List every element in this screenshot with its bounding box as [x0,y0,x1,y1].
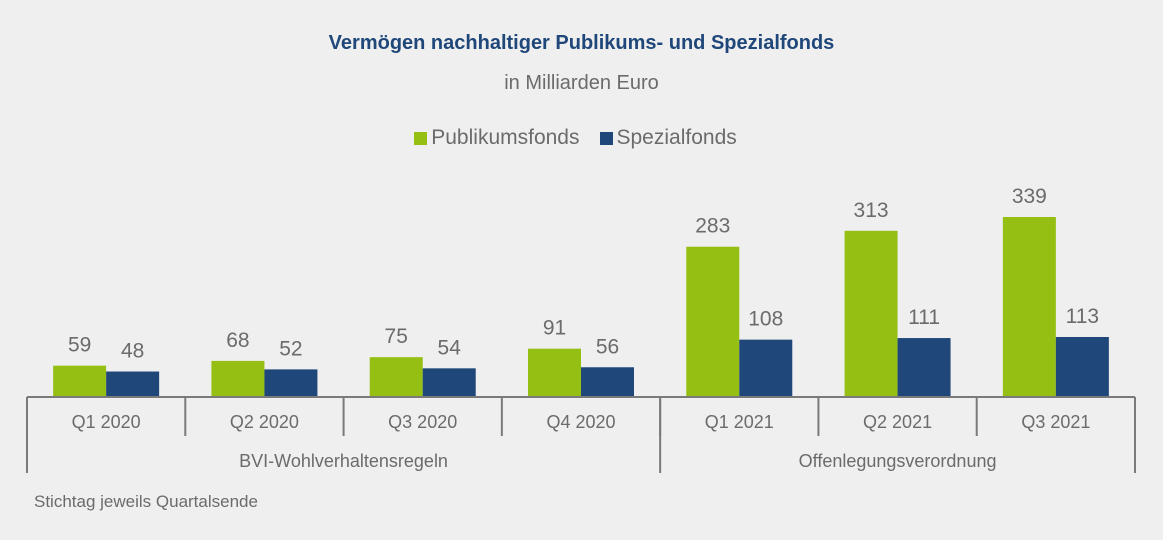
chart-title: Vermögen nachhaltiger Publikums- und Spe… [328,32,835,54]
bar-publikumsfonds [369,357,423,397]
bar-publikumsfonds [844,230,898,397]
x-tick-label: Q2 2021 [863,412,932,432]
legend-label-spezialfonds: Spezialfonds [616,126,737,149]
bar-spezialfonds [897,338,951,397]
data-label-spezialfonds: 111 [908,306,940,329]
bar-spezialfonds [1055,337,1109,397]
bar-spezialfonds [106,371,160,397]
data-label-publikumsfonds: 339 [1012,185,1047,208]
data-label-publikumsfonds: 68 [226,329,249,352]
legend-item-spezialfonds: Spezialfonds [599,126,737,150]
bar-spezialfonds [422,368,476,397]
bar-publikumsfonds [211,360,265,397]
bar-spezialfonds [739,339,793,397]
data-label-spezialfonds: 56 [596,335,619,358]
data-label-spezialfonds: 52 [279,337,302,360]
data-label-publikumsfonds: 313 [854,199,889,222]
x-tick-label: Q4 2020 [546,412,615,432]
x-tick-label: Q1 2020 [72,412,141,432]
legend-label-publikumsfonds: Publikumsfonds [431,126,580,149]
bar-publikumsfonds [53,365,107,397]
data-label-publikumsfonds: 283 [695,215,730,238]
footnote: Stichtag jeweils Quartalsende [34,492,258,511]
data-label-spezialfonds: 54 [438,336,462,359]
data-label-spezialfonds: 113 [1066,305,1099,328]
data-label-publikumsfonds: 75 [385,325,408,348]
data-label-publikumsfonds: 91 [543,317,566,340]
legend-item-publikumsfonds: Publikumsfonds [414,126,580,150]
chart-subtitle: in Milliarden Euro [504,72,659,94]
x-tick-label: Q2 2020 [230,412,299,432]
bar-publikumsfonds [528,348,581,397]
data-label-spezialfonds: 48 [121,340,144,363]
legend-swatch-publikumsfonds [414,131,428,145]
legend-swatch-spezialfonds [599,131,613,145]
legend: Publikumsfonds Spezialfonds [0,126,1163,150]
x-tick-label: Q3 2021 [1021,412,1090,432]
bar-publikumsfonds [1002,217,1056,397]
x-tick-label: Q1 2021 [705,412,774,432]
x-tick-label: Q3 2020 [388,412,457,432]
bar-spezialfonds [264,369,318,397]
bar-spezialfonds [581,367,634,397]
data-label-spezialfonds: 108 [748,308,783,331]
group-label: Offenlegungsverordnung [799,451,997,471]
group-label: BVI-Wohlverhaltensregeln [239,451,448,471]
data-label-publikumsfonds: 59 [68,334,91,357]
bar-publikumsfonds [686,246,740,397]
